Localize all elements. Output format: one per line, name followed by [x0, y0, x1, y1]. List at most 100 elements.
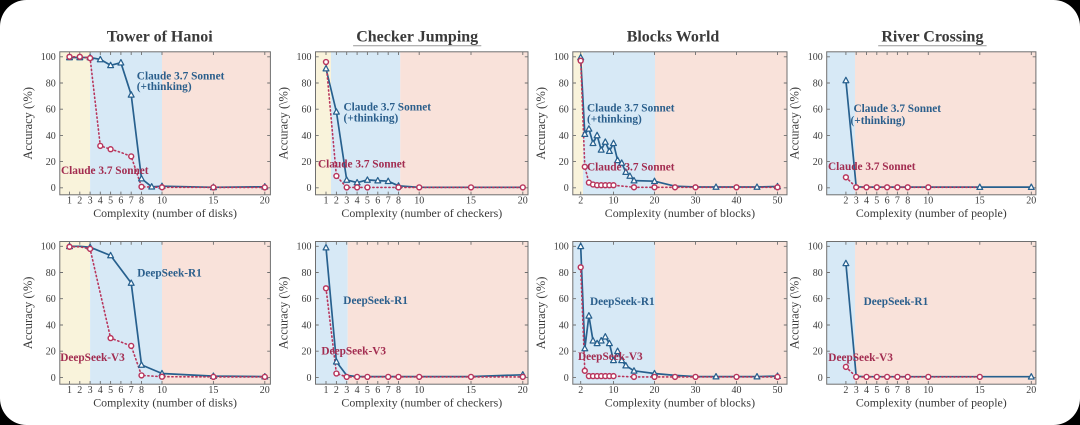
svg-text:Complexity (number of blocks): Complexity (number of blocks) [605, 206, 755, 220]
svg-text:3: 3 [88, 195, 93, 206]
svg-text:10: 10 [609, 195, 619, 206]
svg-text:8: 8 [905, 385, 910, 396]
svg-text:5: 5 [874, 385, 879, 396]
svg-text:(+thinking): (+thinking) [587, 114, 642, 126]
svg-text:30: 30 [691, 195, 701, 206]
svg-text:20: 20 [302, 157, 312, 168]
svg-text:5: 5 [365, 385, 370, 396]
svg-text:5: 5 [108, 195, 113, 206]
svg-text:6: 6 [885, 195, 890, 206]
svg-text:8: 8 [139, 195, 144, 206]
svg-text:10: 10 [157, 195, 167, 206]
svg-text:1: 1 [324, 195, 329, 206]
svg-text:DeepSeek-V3: DeepSeek-V3 [578, 351, 643, 363]
svg-text:60: 60 [813, 105, 823, 116]
svg-text:6: 6 [375, 195, 380, 206]
svg-text:40: 40 [732, 195, 742, 206]
svg-text:100: 100 [41, 52, 56, 63]
svg-text:DeepSeek-R1: DeepSeek-R1 [590, 296, 655, 308]
svg-text:100: 100 [297, 52, 312, 63]
svg-text:10: 10 [414, 385, 424, 396]
svg-text:7: 7 [386, 195, 391, 206]
svg-text:4: 4 [98, 195, 103, 206]
svg-text:100: 100 [554, 242, 569, 253]
svg-text:6: 6 [118, 385, 123, 396]
svg-text:DeepSeek-V3: DeepSeek-V3 [321, 345, 386, 357]
svg-text:4: 4 [98, 385, 103, 396]
svg-text:2: 2 [843, 385, 848, 396]
svg-text:Accuracy (\%): Accuracy (\%) [21, 277, 35, 350]
svg-text:60: 60 [813, 294, 823, 305]
svg-text:60: 60 [302, 105, 312, 116]
svg-text:60: 60 [559, 105, 569, 116]
svg-text:Claude 3.7 Sonnet: Claude 3.7 Sonnet [344, 102, 432, 114]
svg-text:80: 80 [813, 268, 823, 279]
svg-text:8: 8 [905, 195, 910, 206]
svg-text:Complexity (number of disks): Complexity (number of disks) [93, 395, 237, 409]
svg-text:15: 15 [975, 195, 985, 206]
svg-text:20: 20 [813, 347, 823, 358]
svg-text:Accuracy (\%): Accuracy (\%) [534, 87, 548, 160]
svg-text:20: 20 [559, 157, 569, 168]
svg-text:40: 40 [302, 320, 312, 331]
svg-text:20: 20 [518, 385, 528, 396]
svg-text:Accuracy (\%): Accuracy (\%) [21, 87, 35, 160]
svg-text:20: 20 [1026, 195, 1036, 206]
svg-text:20: 20 [1026, 385, 1036, 396]
svg-text:7: 7 [895, 195, 900, 206]
svg-text:0: 0 [564, 373, 569, 384]
svg-text:DeepSeek-V3: DeepSeek-V3 [60, 352, 125, 364]
svg-text:Claude 3.7 Sonnet: Claude 3.7 Sonnet [828, 161, 916, 173]
svg-text:3: 3 [88, 385, 93, 396]
svg-text:10: 10 [157, 385, 167, 396]
svg-text:2: 2 [578, 385, 583, 396]
svg-text:(+thinking): (+thinking) [851, 115, 906, 127]
svg-text:Claude 3.7 Sonnet: Claude 3.7 Sonnet [61, 165, 149, 177]
svg-text:0: 0 [51, 183, 56, 194]
svg-text:20: 20 [260, 385, 270, 396]
svg-text:3: 3 [854, 195, 859, 206]
svg-text:0: 0 [818, 373, 823, 384]
svg-text:60: 60 [559, 294, 569, 305]
svg-text:15: 15 [466, 195, 476, 206]
svg-text:0: 0 [818, 183, 823, 194]
svg-text:1: 1 [324, 385, 329, 396]
svg-text:Claude 3.7 Sonnet: Claude 3.7 Sonnet [318, 158, 406, 170]
svg-text:40: 40 [813, 131, 823, 142]
svg-text:40: 40 [813, 320, 823, 331]
svg-text:Blocks World: Blocks World [627, 29, 720, 46]
svg-text:30: 30 [691, 385, 701, 396]
svg-text:Complexity (number of people): Complexity (number of people) [856, 206, 1007, 220]
svg-text:7: 7 [129, 385, 134, 396]
svg-text:7: 7 [129, 195, 134, 206]
svg-text:20: 20 [260, 195, 270, 206]
svg-text:20: 20 [518, 195, 528, 206]
svg-text:(+thinking): (+thinking) [137, 81, 192, 93]
svg-text:Complexity (number of blocks): Complexity (number of blocks) [605, 395, 755, 409]
svg-text:2: 2 [334, 385, 339, 396]
svg-text:40: 40 [559, 131, 569, 142]
svg-text:6: 6 [885, 385, 890, 396]
svg-text:(+thinking): (+thinking) [344, 113, 399, 125]
svg-text:Claude 3.7 Sonnet: Claude 3.7 Sonnet [587, 161, 675, 173]
svg-text:0: 0 [51, 373, 56, 384]
svg-text:1: 1 [67, 385, 72, 396]
svg-text:20: 20 [46, 347, 56, 358]
svg-text:20: 20 [650, 195, 660, 206]
svg-text:Accuracy (\%): Accuracy (\%) [534, 277, 548, 350]
svg-text:80: 80 [302, 78, 312, 89]
svg-text:0: 0 [307, 183, 312, 194]
svg-text:2: 2 [334, 195, 339, 206]
svg-text:20: 20 [813, 157, 823, 168]
svg-text:3: 3 [854, 385, 859, 396]
svg-text:10: 10 [923, 195, 933, 206]
svg-text:Tower of Hanoi: Tower of Hanoi [107, 29, 213, 46]
svg-text:10: 10 [609, 385, 619, 396]
svg-text:80: 80 [46, 268, 56, 279]
svg-text:Complexity (number of checkers: Complexity (number of checkers) [341, 395, 502, 409]
svg-text:DeepSeek-R1: DeepSeek-R1 [864, 296, 929, 308]
svg-text:40: 40 [732, 385, 742, 396]
svg-text:4: 4 [355, 385, 360, 396]
svg-text:15: 15 [208, 385, 218, 396]
svg-text:Accuracy (\%): Accuracy (\%) [788, 87, 802, 160]
